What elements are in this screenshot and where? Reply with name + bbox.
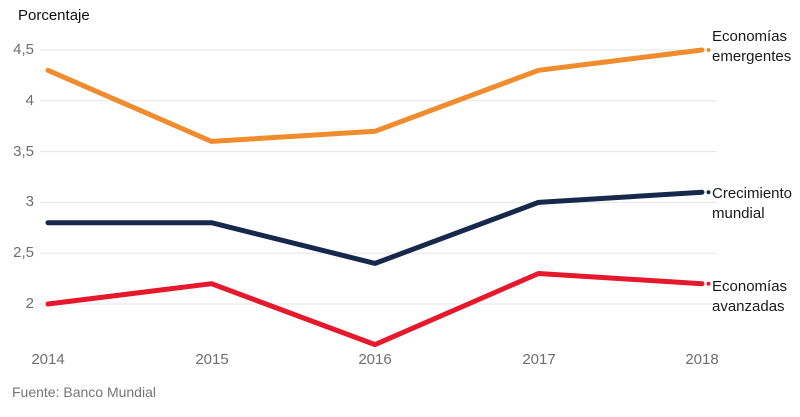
x-axis-tick-label: 2016 bbox=[358, 351, 392, 368]
y-axis-tick-label: 4 bbox=[25, 92, 34, 109]
x-axis-tick-label: 2018 bbox=[685, 351, 719, 368]
x-axis-tick-label: 2014 bbox=[31, 351, 65, 368]
chart-source: Fuente: Banco Mundial bbox=[12, 384, 156, 400]
series-label-economias-avanzadas: Economías avanzadas bbox=[712, 278, 788, 315]
y-axis-tick-label: 3,5 bbox=[13, 143, 34, 160]
y-axis-tick-label: 2,5 bbox=[13, 244, 34, 261]
x-axis-tick-label: 2015 bbox=[195, 351, 229, 368]
y-axis-tick-label: 2 bbox=[25, 295, 34, 312]
series-label-economias-emergentes: Economías emergentes bbox=[712, 28, 792, 65]
y-axis-tick-label: 3 bbox=[25, 193, 34, 210]
x-axis-tick-label: 2017 bbox=[522, 351, 556, 368]
y-axis-tick-label: 4,5 bbox=[13, 41, 34, 58]
series-label-crecimiento-mundial: Crecimiento mundial bbox=[712, 185, 793, 222]
chart-title: Porcentaje bbox=[18, 7, 90, 24]
